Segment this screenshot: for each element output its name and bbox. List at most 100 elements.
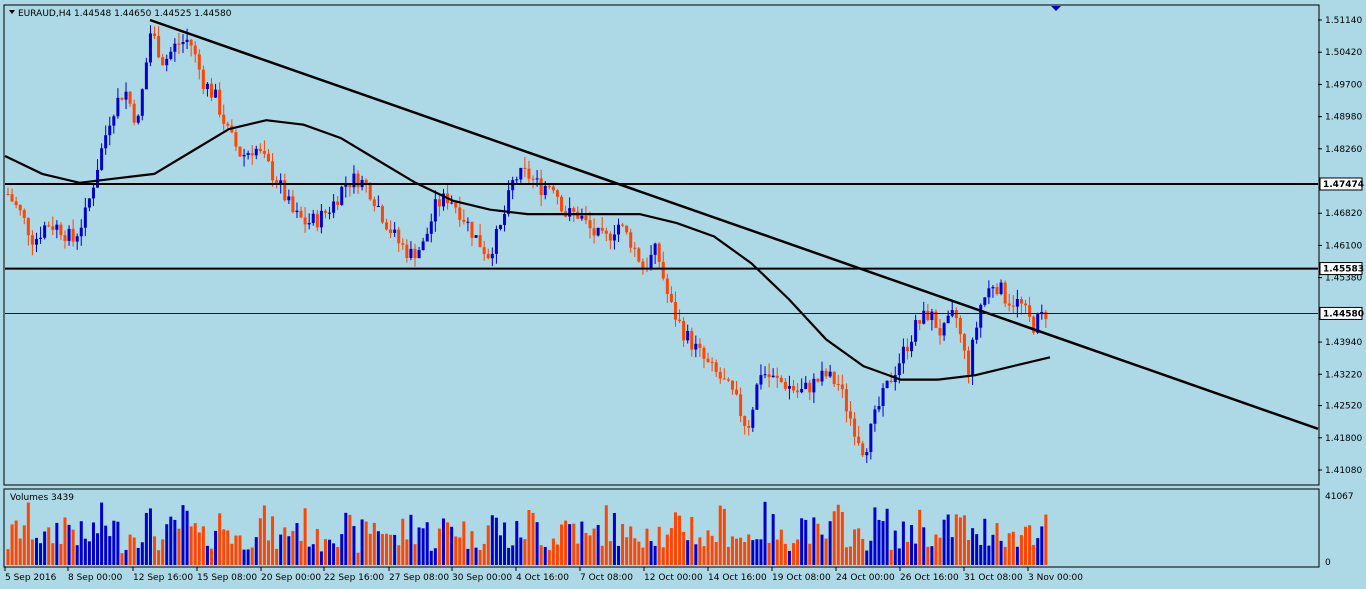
candle-body (136, 115, 140, 123)
volume-bar (873, 507, 877, 565)
candle-body (901, 346, 905, 364)
volume-bar (543, 546, 547, 565)
candle-body (1036, 314, 1040, 333)
volume-bar (580, 521, 584, 565)
candle-body (193, 45, 197, 55)
volume-bar (482, 543, 486, 565)
candle-body (547, 186, 551, 188)
volume-bar (844, 547, 848, 565)
candle-body (124, 91, 128, 100)
time-tick-label: 31 Oct 08:00 (964, 573, 1023, 583)
candle-body (767, 374, 771, 378)
volume-bar (450, 526, 454, 565)
candle-body (189, 39, 193, 46)
volume-bar (840, 511, 844, 565)
volume-bar (71, 529, 75, 565)
candle-body (405, 244, 409, 259)
candle-body (307, 223, 311, 225)
volume-bar (205, 545, 209, 565)
volume-bar (39, 543, 43, 565)
candle-body (828, 371, 832, 377)
candle-body (539, 178, 543, 196)
volume-bar (104, 525, 108, 565)
volume-bar (592, 528, 596, 565)
volume-bar (75, 545, 79, 565)
volume-panel[interactable] (3, 488, 1320, 568)
volume-bar (946, 514, 950, 565)
level-price-label-box (1319, 262, 1363, 276)
candle-body (474, 235, 478, 238)
candle-body (441, 193, 445, 207)
candle-body (543, 186, 547, 196)
candle-body (551, 186, 555, 191)
candle-body (934, 311, 938, 329)
candle-body (922, 310, 926, 324)
volume-bar (975, 534, 979, 565)
candle-body (857, 436, 861, 444)
shift-marker-icon[interactable] (1051, 6, 1061, 11)
candle-body (641, 261, 645, 269)
volume-bar (665, 534, 669, 565)
volume-bar (250, 547, 254, 565)
volume-bar (446, 522, 450, 565)
candle-body (266, 153, 270, 162)
candle-body (364, 179, 368, 185)
volume-bar (87, 541, 91, 565)
volume-bar (987, 545, 991, 565)
candle-body (315, 213, 319, 228)
volume-bar (10, 524, 14, 565)
volume-bar (869, 540, 873, 565)
candle-body (1003, 282, 1007, 304)
volume-bar (547, 549, 551, 565)
candle-body (295, 210, 299, 213)
volume-bar (645, 528, 649, 565)
volume-bar (730, 536, 734, 565)
volume-bar (625, 537, 629, 565)
volume-bar (751, 540, 755, 565)
dropdown-arrow-icon[interactable] (9, 10, 15, 14)
volume-bar (458, 537, 462, 565)
volume-bar (967, 539, 971, 565)
price-axis: 1.51140 1.50420 1.49700 1.48980 1.48260 1.468… (1318, 16, 1364, 476)
volume-bar (153, 536, 157, 565)
volume-bar (128, 534, 132, 565)
candle-body (885, 380, 889, 389)
candle-body (372, 199, 376, 207)
candle-body (714, 362, 718, 372)
candle-body (877, 406, 881, 410)
volume-bar (726, 546, 730, 565)
volume-bar (893, 530, 897, 565)
time-tick-label: 5 Sep 2016 (5, 573, 57, 583)
candle-body (323, 210, 327, 213)
volume-bar (779, 529, 783, 565)
time-tick-label: 4 Oct 16:00 (516, 573, 569, 583)
volume-bar (474, 547, 478, 565)
candle-body (34, 238, 38, 245)
volume-bar (857, 528, 861, 565)
volume-bar (930, 546, 934, 565)
candle-body (271, 161, 275, 181)
volume-tick-min: 0 (1325, 558, 1331, 568)
candle-body (450, 202, 454, 204)
volume-bar (979, 544, 983, 565)
candle-body (112, 116, 116, 126)
candle-body (258, 148, 262, 151)
volume-bar (34, 537, 38, 565)
volume-bar (47, 527, 51, 565)
volume-bar (621, 523, 625, 565)
volume-bar (637, 541, 641, 565)
time-tick-label: 3 Nov 00:00 (1028, 573, 1083, 583)
candle-body (140, 89, 144, 116)
volume-bar (311, 544, 315, 565)
volume-bar (454, 536, 458, 565)
volume-bar (1011, 531, 1015, 565)
volume-bar (999, 540, 1003, 565)
candle-body (291, 196, 295, 213)
volume-bar (6, 549, 10, 565)
volume-bar (79, 521, 83, 565)
volume-bar (877, 519, 881, 565)
volume-bar (22, 525, 26, 565)
candle-body (478, 235, 482, 248)
candle-body (169, 51, 173, 59)
